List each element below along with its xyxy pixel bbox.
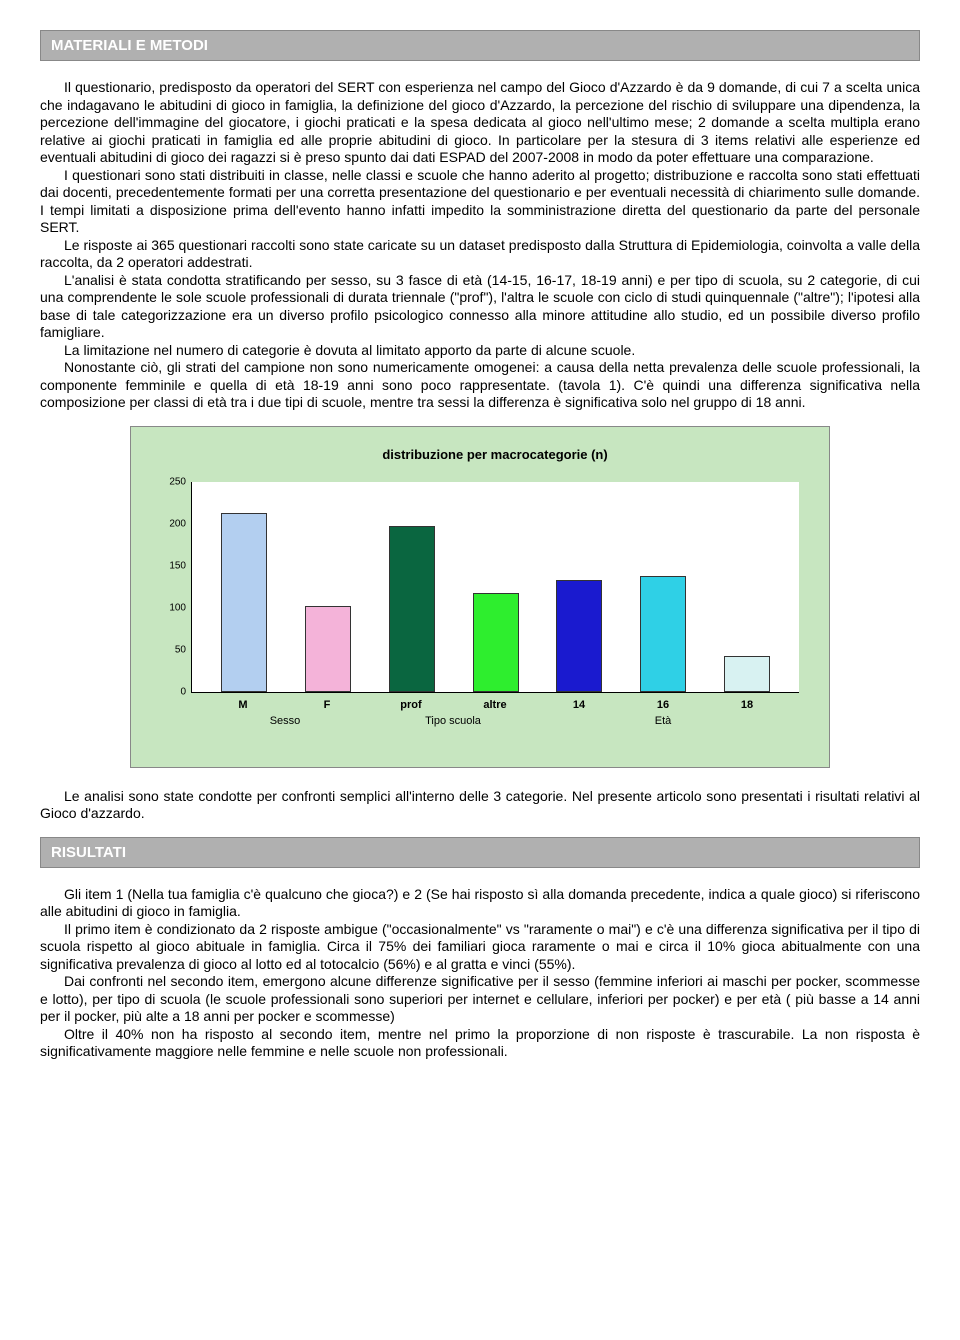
- chart-bar: [640, 576, 686, 691]
- y-axis-tick: 50: [175, 644, 186, 655]
- y-axis-tick: 200: [169, 518, 186, 529]
- y-axis-tick: 150: [169, 560, 186, 571]
- group-label: Sesso: [201, 715, 369, 727]
- x-axis-label: F: [285, 699, 369, 711]
- group-label: Età: [537, 715, 789, 727]
- body-text-block-3: Gli item 1 (Nella tua famiglia c'è qualc…: [40, 886, 920, 1061]
- paragraph: I questionari sono stati distribuiti in …: [40, 167, 920, 237]
- paragraph: Il primo item è condizionato da 2 rispos…: [40, 921, 920, 974]
- paragraph: La limitazione nel numero di categorie è…: [40, 342, 920, 360]
- x-axis-label: 18: [705, 699, 789, 711]
- x-axis-label: 16: [621, 699, 705, 711]
- y-axis-tick: 0: [180, 686, 186, 697]
- chart-bar: [556, 580, 602, 691]
- chart-bar: [724, 656, 770, 692]
- chart-box: distribuzione per macrocategorie (n) 050…: [130, 426, 830, 768]
- x-axis-label: prof: [369, 699, 453, 711]
- x-axis-label: 14: [537, 699, 621, 711]
- y-axis-tick: 250: [169, 476, 186, 487]
- body-text-block-1: Il questionario, predisposto da operator…: [40, 79, 920, 412]
- section-header-materials: MATERIALI E METODI: [40, 30, 920, 61]
- chart-bar: [473, 593, 519, 692]
- chart-bar: [305, 606, 351, 692]
- section-header-results: RISULTATI: [40, 837, 920, 868]
- paragraph: Le risposte ai 365 questionari raccolti …: [40, 237, 920, 272]
- chart-title: distribuzione per macrocategorie (n): [191, 447, 799, 462]
- chart-plot-area: 050100150200250: [191, 482, 799, 693]
- paragraph: Oltre il 40% non ha risposto al secondo …: [40, 1026, 920, 1061]
- x-axis-label: altre: [453, 699, 537, 711]
- paragraph: L'analisi è stata condotta stratificando…: [40, 272, 920, 342]
- group-label: Tipo scuola: [369, 715, 537, 727]
- x-axis-label: M: [201, 699, 285, 711]
- paragraph: Il questionario, predisposto da operator…: [40, 79, 920, 167]
- paragraph: Le analisi sono state condotte per confr…: [40, 788, 920, 823]
- chart-container: distribuzione per macrocategorie (n) 050…: [130, 426, 830, 768]
- chart-bar: [389, 526, 435, 692]
- paragraph: Gli item 1 (Nella tua famiglia c'è qualc…: [40, 886, 920, 921]
- paragraph: Nonostante ciò, gli strati del campione …: [40, 359, 920, 412]
- paragraph: Dai confronti nel secondo item, emergono…: [40, 973, 920, 1026]
- chart-bar: [221, 513, 267, 691]
- body-text-block-2: Le analisi sono state condotte per confr…: [40, 788, 920, 823]
- y-axis-tick: 100: [169, 602, 186, 613]
